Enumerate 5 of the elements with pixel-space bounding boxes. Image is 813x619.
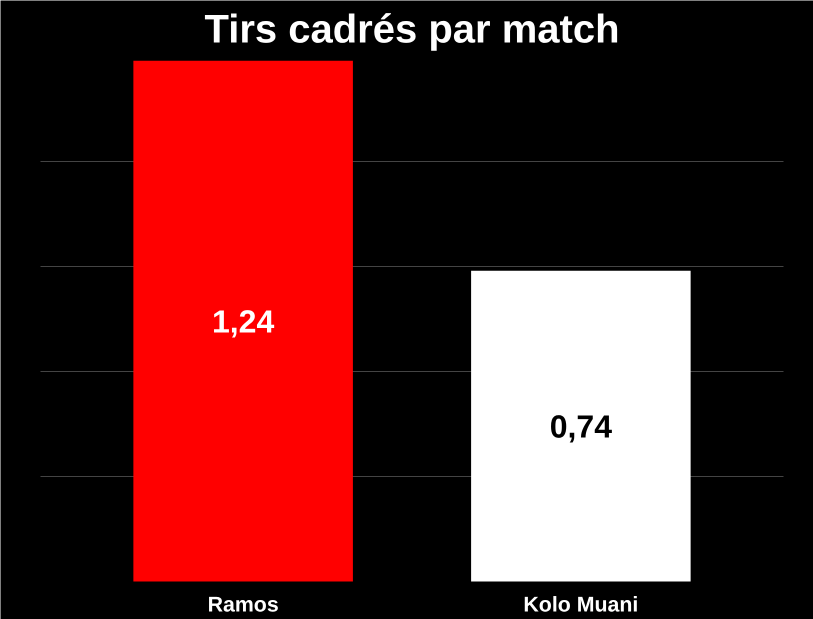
data-label: 0,74 bbox=[550, 408, 612, 445]
data-label: 1,24 bbox=[212, 304, 274, 340]
x-tick-label: Ramos bbox=[208, 592, 279, 616]
chart-title: Tirs cadrés par match bbox=[204, 8, 620, 52]
x-tick-label: Kolo Muani bbox=[523, 592, 638, 616]
